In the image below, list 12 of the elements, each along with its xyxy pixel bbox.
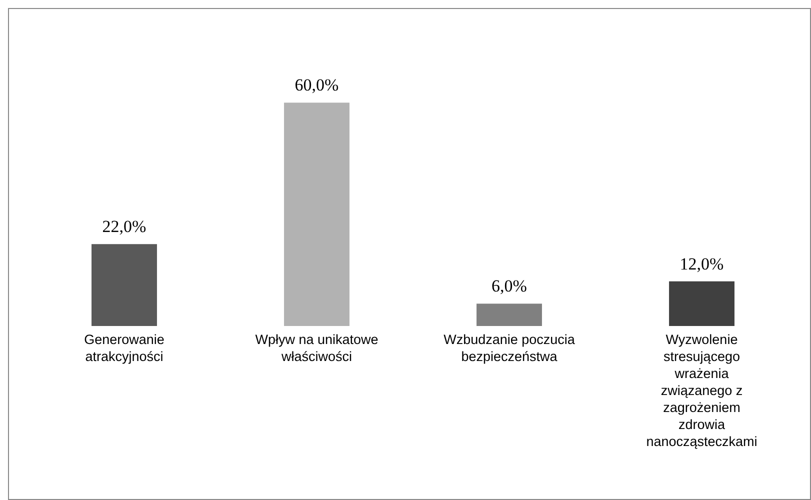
bar bbox=[476, 304, 542, 326]
x-tick-label: Wzbudzanie poczucia bezpieczeństwa bbox=[444, 332, 576, 364]
x-tick-label: Wyzwolenie stresującego wrażenia związanego z zagrożeniem zdrowia nanocząsteczkami bbox=[646, 332, 758, 449]
x-tick-label: Generowanie atrakcyjności bbox=[84, 332, 164, 364]
data-label: 22,0% bbox=[102, 217, 146, 236]
bar bbox=[92, 244, 157, 326]
x-tick-label: Wpływ na unikatowe właściwości bbox=[255, 332, 378, 364]
data-label: 12,0% bbox=[680, 254, 724, 274]
data-label: 60,0% bbox=[294, 76, 339, 95]
bar bbox=[284, 102, 350, 326]
data-label: 6,0% bbox=[492, 276, 527, 296]
bar bbox=[669, 281, 734, 326]
